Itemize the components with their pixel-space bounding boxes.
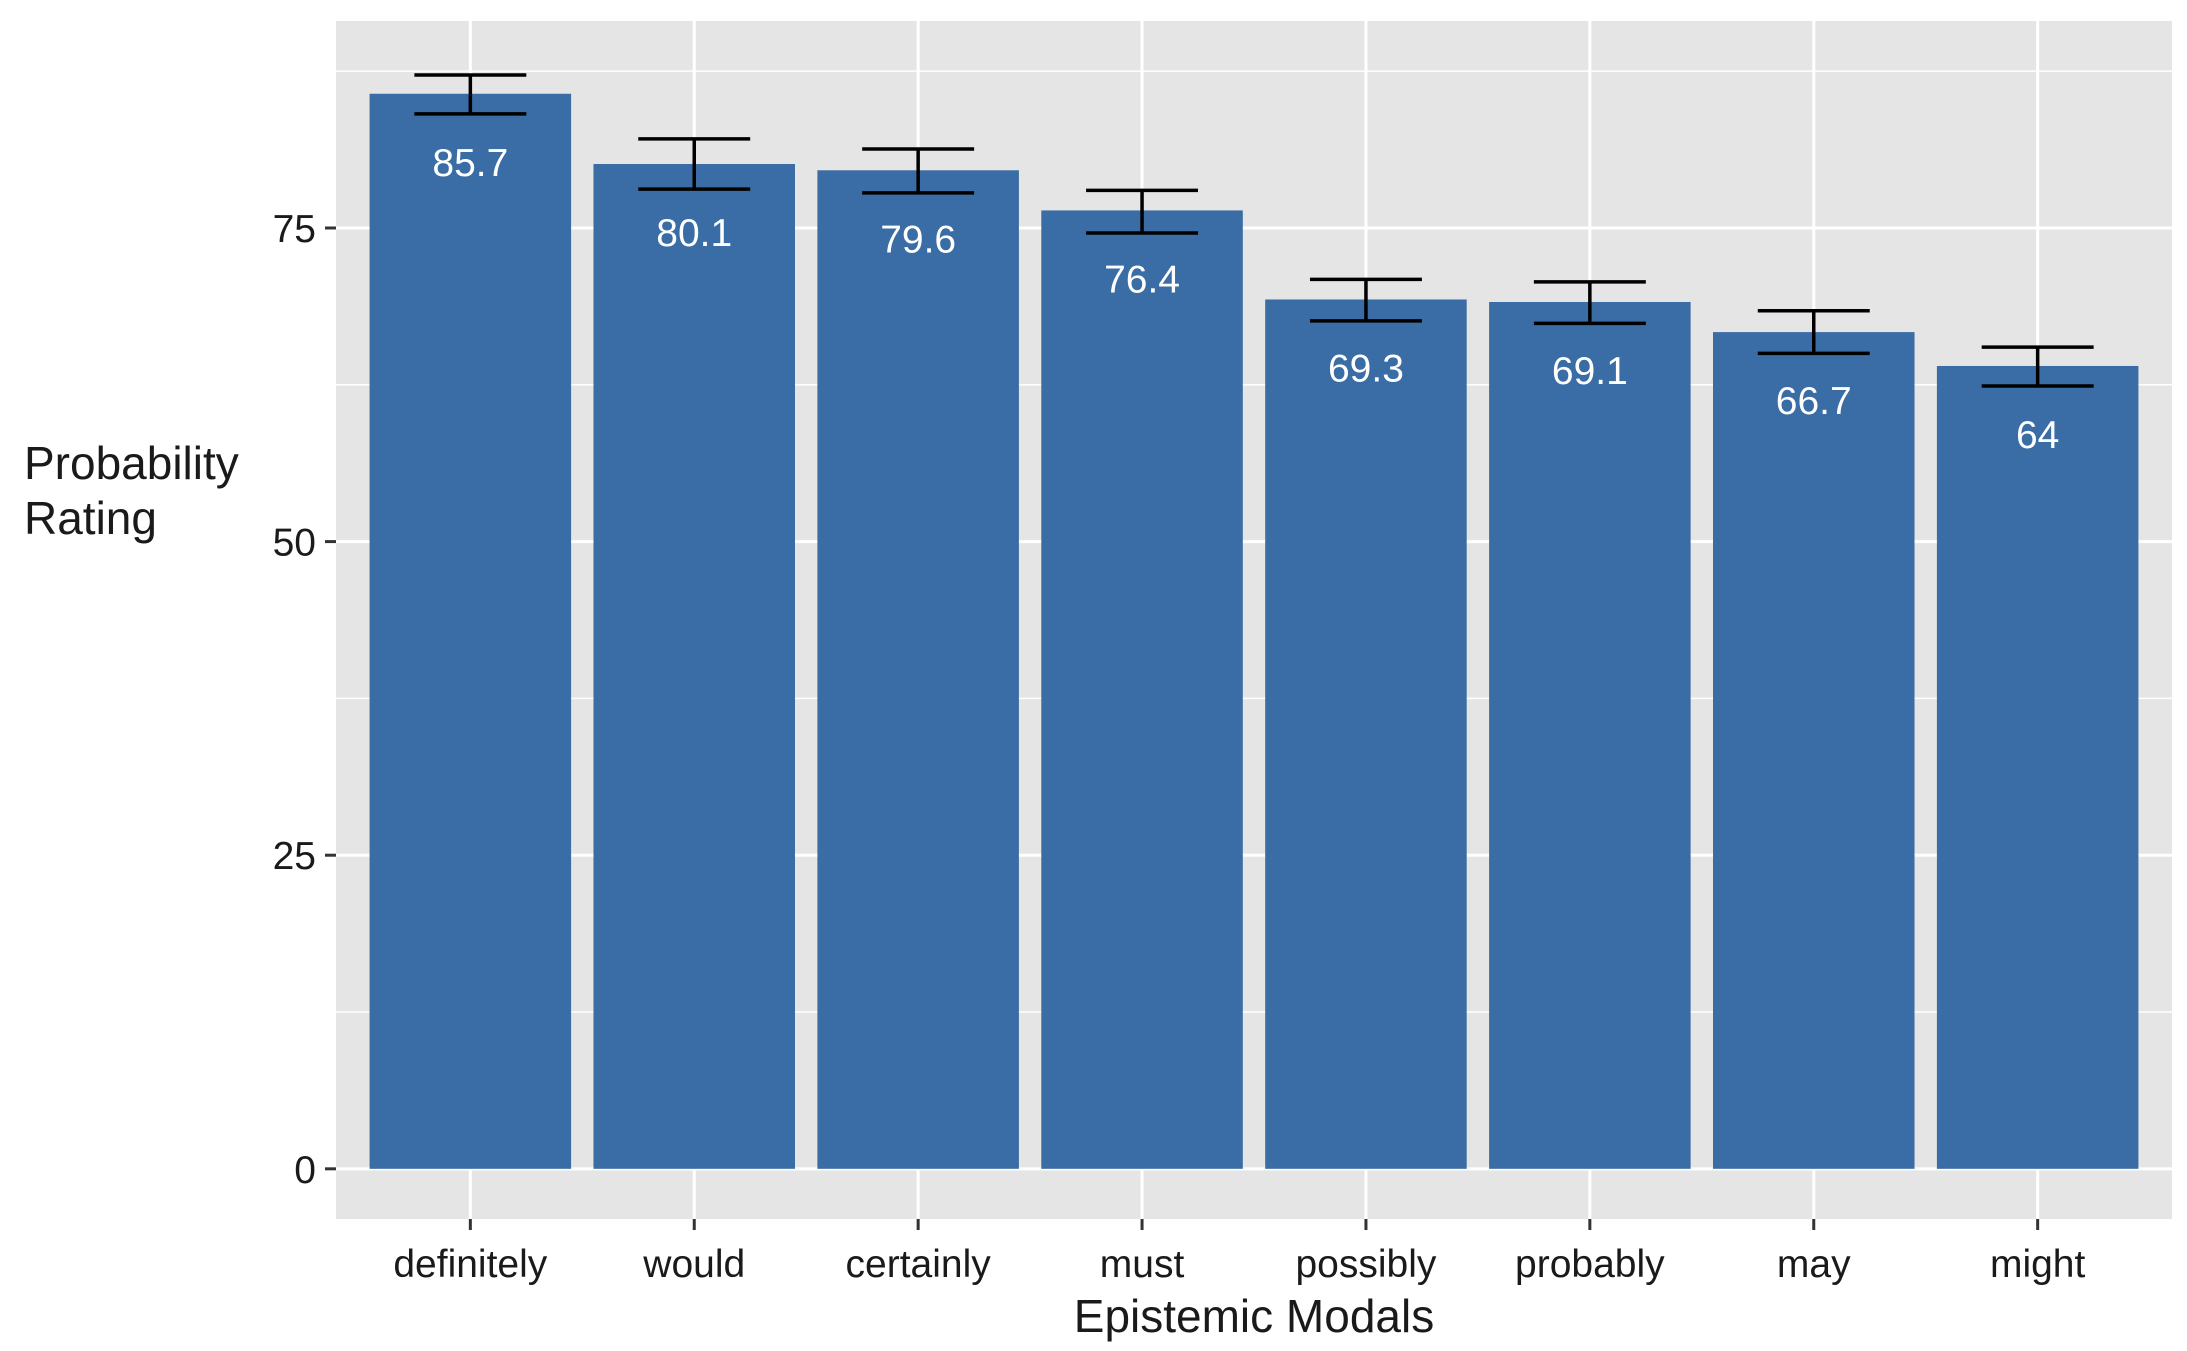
bar-certainly xyxy=(817,170,1019,1169)
y-tick-label: 75 xyxy=(273,208,316,251)
y-tick-label: 25 xyxy=(273,835,316,878)
y-axis-title-line-2: Rating xyxy=(24,492,157,544)
data-label: 66.7 xyxy=(1776,380,1852,423)
bar-definitely xyxy=(369,93,572,1169)
x-tick-label: would xyxy=(642,1243,745,1286)
x-axis: definitely would certainly must possibly prob… xyxy=(393,1219,2086,1286)
bar-might xyxy=(1936,365,2139,1169)
y-axis: 0 25 50 75 xyxy=(273,208,336,1192)
y-axis-title-line-1: Probability xyxy=(24,437,239,489)
x-tick-label: might xyxy=(1990,1243,2086,1286)
x-tick-label: probably xyxy=(1515,1243,1665,1286)
x-tick-label: definitely xyxy=(393,1243,547,1286)
data-label: 85.7 xyxy=(432,142,508,185)
y-axis-title: Probability Rating xyxy=(24,437,252,544)
error-bars xyxy=(414,73,2094,388)
bar-probably xyxy=(1489,301,1691,1169)
data-label: 80.1 xyxy=(656,212,732,255)
y-tick-label: 50 xyxy=(273,522,316,565)
bar-must xyxy=(1041,210,1243,1169)
y-tick-label: 0 xyxy=(294,1149,316,1192)
x-tick-label: must xyxy=(1100,1243,1185,1286)
bar-would xyxy=(593,164,795,1169)
x-tick-label: certainly xyxy=(846,1243,992,1286)
data-label: 64 xyxy=(2016,414,2059,457)
x-tick-label: may xyxy=(1777,1243,1851,1286)
x-axis-title: Epistemic Modals xyxy=(1074,1290,1434,1342)
bars xyxy=(369,93,2139,1169)
data-label: 76.4 xyxy=(1104,258,1180,301)
bar-possibly xyxy=(1265,299,1467,1169)
bar-may xyxy=(1713,332,1915,1169)
x-tick-label: possibly xyxy=(1295,1243,1436,1286)
data-labels: 85.7 80.1 79.6 76.4 69.3 69.1 66.7 64 xyxy=(432,142,2059,457)
data-label: 69.1 xyxy=(1552,350,1628,393)
data-label: 69.3 xyxy=(1328,347,1404,390)
data-label: 79.6 xyxy=(880,218,956,261)
